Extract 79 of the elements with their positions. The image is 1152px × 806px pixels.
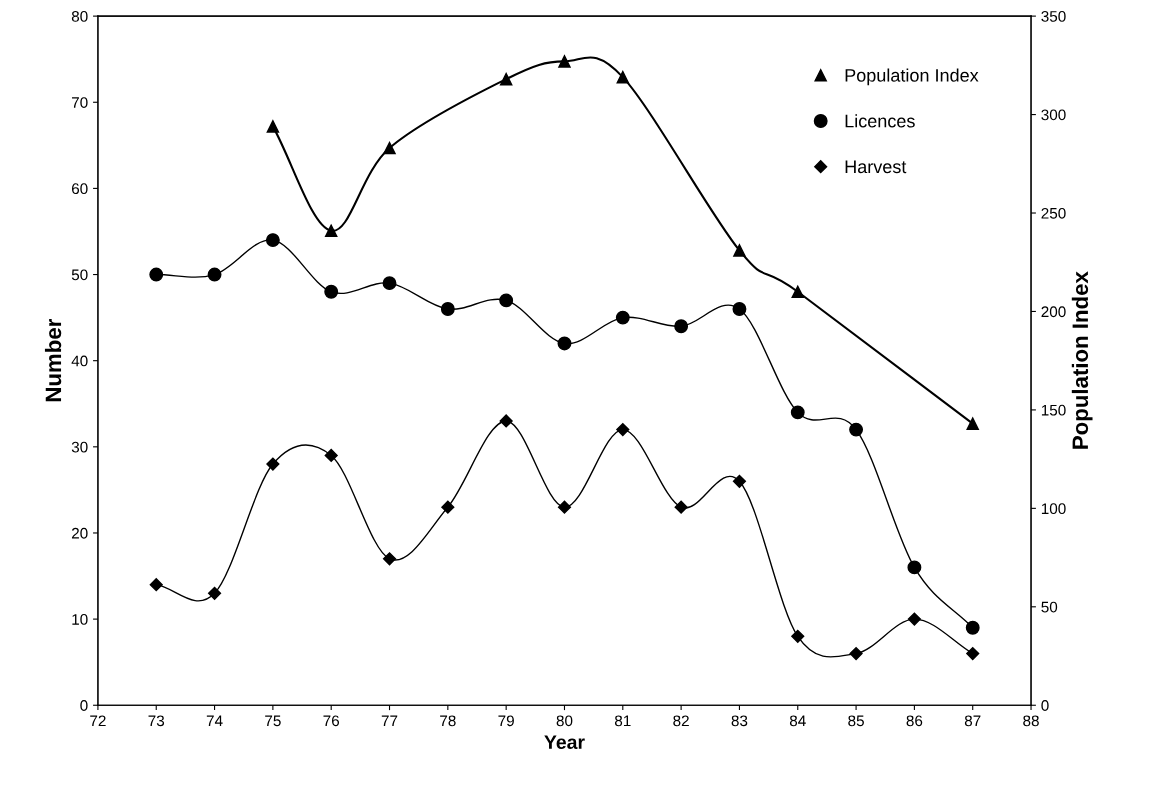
point: [966, 417, 979, 430]
x-tick-label: 79: [498, 715, 514, 727]
x-tick-label: 88: [1023, 715, 1039, 727]
point: [441, 500, 455, 514]
point: [265, 233, 280, 248]
point: [499, 72, 513, 86]
point: [849, 646, 863, 661]
point: [849, 422, 864, 437]
point: [907, 612, 921, 626]
point: [207, 267, 222, 282]
y-tick-label: 10: [72, 613, 88, 625]
point: [790, 405, 805, 420]
y-tick-label: 30: [71, 441, 88, 453]
x-tick-label: 83: [731, 715, 748, 727]
x-tick-label: 74: [206, 715, 223, 727]
y2-tick-label: 200: [1041, 306, 1066, 318]
x-tick-label: 81: [614, 715, 631, 727]
y-tick-label: 60: [71, 183, 88, 195]
x-tick-label: 86: [906, 715, 923, 727]
y-tick-label: 80: [71, 10, 88, 22]
point: [732, 474, 747, 488]
y-tick-label: 40: [71, 355, 88, 367]
x-axis-title: Year: [544, 735, 585, 750]
point: [557, 336, 572, 351]
x-tick-label: 72: [90, 715, 106, 727]
point: [558, 55, 571, 68]
point: [733, 244, 746, 257]
point: [616, 70, 630, 84]
y2-tick-label: 0: [1041, 700, 1049, 711]
legend-label: Harvest: [845, 160, 907, 174]
point: [616, 423, 630, 437]
point: [266, 457, 280, 471]
point: [440, 302, 455, 316]
point: [965, 620, 980, 635]
x-tick-label: 84: [789, 715, 806, 727]
y-tick-label: 20: [71, 527, 88, 539]
point: [266, 120, 280, 133]
point: [791, 629, 805, 643]
point: [382, 276, 397, 291]
y-axis-title: Number: [44, 319, 62, 402]
x-tick-label: 85: [848, 715, 864, 727]
point: [149, 267, 164, 282]
point: [382, 552, 397, 566]
x-tick-label: 78: [440, 715, 456, 727]
x-tick-label: 76: [323, 715, 340, 727]
point: [383, 141, 396, 155]
point: [324, 448, 338, 463]
y2-tick-label: 250: [1041, 207, 1066, 219]
y2-tick-label: 100: [1041, 503, 1066, 515]
point: [499, 414, 513, 428]
point: [499, 293, 514, 308]
y-tick-label: 70: [71, 97, 88, 108]
legend-label: Licences: [845, 114, 915, 128]
x-tick-label: 73: [148, 715, 165, 727]
point: [791, 285, 805, 299]
y2-tick-label: 150: [1041, 404, 1066, 416]
y2-tick-label: 350: [1041, 10, 1066, 22]
y2-tick-label: 50: [1041, 601, 1058, 613]
x-tick-label: 75: [265, 715, 281, 727]
x-tick-label: 82: [673, 715, 689, 727]
point: [557, 500, 572, 514]
x-tick-label: 77: [381, 715, 398, 727]
point: [966, 646, 980, 661]
point: [149, 578, 163, 592]
point: [674, 500, 688, 514]
point: [674, 319, 689, 334]
y-tick-label: 0: [80, 700, 88, 711]
y-tick-label: 50: [71, 269, 88, 281]
y2-tick-label: 300: [1041, 109, 1066, 121]
point: [324, 284, 339, 299]
point: [615, 310, 630, 325]
point: [324, 224, 338, 237]
y2-axis-title: Population Index: [1071, 271, 1093, 449]
point: [207, 586, 222, 600]
x-tick-label: 87: [964, 715, 981, 727]
x-tick-label: 80: [556, 715, 573, 727]
point: [907, 560, 922, 575]
legend-label: Population Index: [845, 68, 979, 86]
point: [732, 302, 747, 316]
